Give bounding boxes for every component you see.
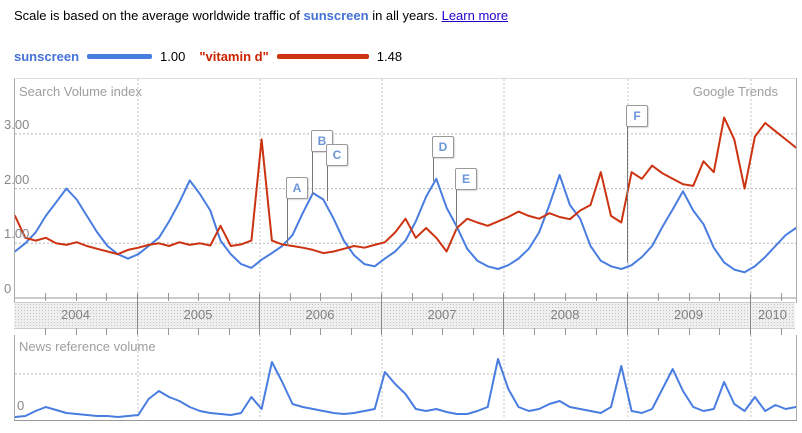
year-label-2004: 2004 bbox=[61, 307, 90, 322]
quarter-tick bbox=[657, 328, 659, 335]
news-series-line bbox=[15, 358, 796, 418]
google-trends-watermark: Google Trends bbox=[692, 84, 778, 99]
quarter-tick bbox=[44, 293, 46, 301]
year-axis-band bbox=[14, 302, 795, 329]
quarter-tick bbox=[106, 293, 108, 301]
flag-stem-E bbox=[456, 188, 457, 230]
news-zero-label: 0 bbox=[17, 398, 25, 413]
y-axis-tick-label: 3.00 bbox=[4, 116, 30, 132]
vitamin-d-line-swatch bbox=[276, 53, 369, 59]
year-separator bbox=[750, 293, 751, 335]
event-flag-A[interactable]: A bbox=[286, 177, 308, 199]
year-separator bbox=[381, 293, 382, 335]
quarter-tick bbox=[565, 293, 566, 301]
event-flag-F[interactable]: F bbox=[626, 105, 648, 127]
vitamin-d-series-line bbox=[15, 116, 796, 256]
quarter-tick bbox=[534, 293, 535, 301]
sunscreen-line-swatch bbox=[87, 53, 153, 59]
quarter-tick bbox=[320, 293, 321, 301]
quarter-tick bbox=[75, 328, 77, 335]
scale-note: Scale is based on the average worldwide … bbox=[14, 8, 508, 23]
quarter-tick bbox=[198, 328, 199, 335]
quarter-tick bbox=[167, 328, 169, 335]
quarter-tick bbox=[167, 293, 169, 301]
flag-stem-A bbox=[287, 197, 288, 246]
flag-stem-B bbox=[312, 150, 313, 195]
main-chart-svg bbox=[15, 79, 796, 299]
quarter-tick bbox=[442, 328, 443, 335]
quarter-tick bbox=[198, 293, 199, 301]
event-flag-D[interactable]: D bbox=[432, 136, 454, 158]
quarter-tick bbox=[472, 328, 474, 335]
year-separator bbox=[503, 293, 504, 335]
quarter-tick bbox=[442, 293, 443, 301]
quarter-tick bbox=[289, 328, 291, 335]
quarter-tick bbox=[688, 293, 690, 301]
quarter-tick bbox=[688, 328, 690, 335]
quarter-tick bbox=[228, 293, 230, 301]
quarter-tick bbox=[228, 328, 230, 335]
year-separator bbox=[259, 293, 260, 335]
y-axis-tick-label: 2.00 bbox=[4, 171, 30, 187]
quarter-tick bbox=[472, 293, 474, 301]
legend-label-sunscreen: sunscreen bbox=[14, 48, 80, 64]
year-label-2010: 2010 bbox=[758, 307, 787, 322]
quarter-tick bbox=[780, 328, 782, 335]
year-separator bbox=[627, 293, 628, 335]
scale-note-prefix: Scale is based on the average worldwide … bbox=[14, 8, 304, 23]
legend-value-vitamin-d: 1.48 bbox=[376, 48, 403, 64]
quarter-tick bbox=[534, 328, 535, 335]
event-flag-E[interactable]: E bbox=[455, 168, 477, 190]
learn-more-link[interactable]: Learn more bbox=[441, 8, 509, 23]
sunscreen-series-line bbox=[15, 173, 796, 274]
quarter-tick bbox=[350, 293, 352, 301]
quarter-tick bbox=[565, 328, 566, 335]
flag-stem-F bbox=[627, 125, 628, 263]
flag-stem-D bbox=[433, 156, 434, 181]
quarter-tick bbox=[350, 328, 352, 335]
scale-note-term: sunscreen bbox=[303, 8, 369, 23]
quarter-tick bbox=[719, 328, 721, 335]
year-label-2005: 2005 bbox=[183, 307, 213, 322]
news-chart-svg bbox=[15, 335, 796, 419]
news-reference-chart: News reference volume 0 bbox=[14, 335, 797, 421]
quarter-tick bbox=[320, 328, 321, 335]
quarter-tick bbox=[106, 328, 108, 335]
year-separator bbox=[137, 293, 138, 335]
event-flag-C[interactable]: C bbox=[326, 144, 348, 166]
quarter-tick bbox=[411, 328, 413, 335]
quarter-tick bbox=[780, 293, 782, 301]
scale-note-suffix: in all years. bbox=[368, 8, 438, 23]
year-label-2007: 2007 bbox=[427, 307, 457, 322]
search-volume-index-label: Search Volume index bbox=[19, 84, 142, 99]
quarter-tick bbox=[596, 328, 597, 335]
search-volume-chart: Search Volume index Google Trends bbox=[14, 78, 797, 303]
quarter-tick bbox=[44, 328, 46, 335]
flag-stem-C bbox=[327, 164, 328, 201]
y-axis-tick-label: 0 bbox=[4, 281, 12, 296]
quarter-tick bbox=[75, 293, 77, 301]
quarter-tick bbox=[596, 293, 597, 301]
news-reference-volume-label: News reference volume bbox=[19, 339, 156, 354]
quarter-tick bbox=[411, 293, 413, 301]
year-label-2009: 2009 bbox=[674, 307, 703, 322]
year-label-2006: 2006 bbox=[305, 307, 335, 322]
legend: sunscreen 1.00 "vitamin d" 1.48 bbox=[14, 46, 402, 66]
year-label-2008: 2008 bbox=[550, 307, 580, 322]
quarter-tick bbox=[657, 293, 659, 301]
legend-value-sunscreen: 1.00 bbox=[160, 48, 186, 64]
y-axis-tick-label: 1.00 bbox=[4, 226, 30, 242]
quarter-tick bbox=[289, 293, 291, 301]
legend-label-vitamin-d: "vitamin d" bbox=[199, 48, 269, 64]
quarter-tick bbox=[719, 293, 721, 301]
